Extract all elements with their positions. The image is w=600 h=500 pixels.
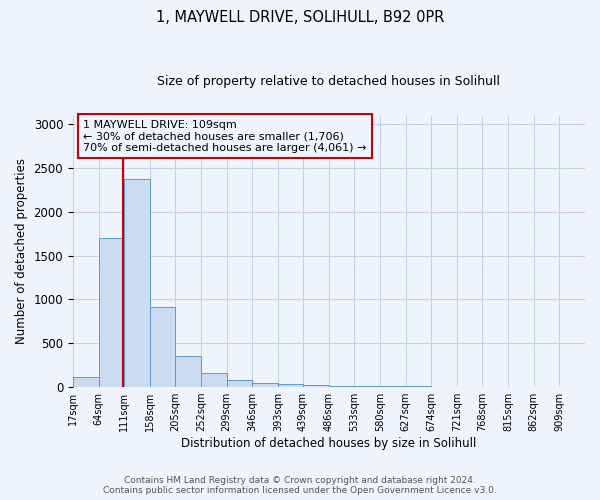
- Bar: [201, 373, 227, 387]
- Bar: [98, 238, 124, 387]
- Bar: [73, 376, 98, 387]
- Bar: [175, 356, 201, 387]
- Bar: [227, 380, 253, 387]
- Bar: [253, 382, 278, 387]
- Text: Contains HM Land Registry data © Crown copyright and database right 2024.
Contai: Contains HM Land Registry data © Crown c…: [103, 476, 497, 495]
- Text: 1 MAYWELL DRIVE: 109sqm
← 30% of detached houses are smaller (1,706)
70% of semi: 1 MAYWELL DRIVE: 109sqm ← 30% of detache…: [83, 120, 367, 153]
- Bar: [150, 306, 175, 387]
- Bar: [406, 386, 431, 387]
- Text: 1, MAYWELL DRIVE, SOLIHULL, B92 0PR: 1, MAYWELL DRIVE, SOLIHULL, B92 0PR: [156, 10, 444, 25]
- Bar: [355, 386, 380, 387]
- Title: Size of property relative to detached houses in Solihull: Size of property relative to detached ho…: [157, 75, 500, 88]
- Bar: [124, 178, 150, 387]
- Bar: [431, 386, 457, 387]
- X-axis label: Distribution of detached houses by size in Solihull: Distribution of detached houses by size …: [181, 437, 476, 450]
- Bar: [303, 385, 329, 387]
- Bar: [380, 386, 406, 387]
- Bar: [329, 386, 355, 387]
- Bar: [278, 384, 303, 387]
- Y-axis label: Number of detached properties: Number of detached properties: [15, 158, 28, 344]
